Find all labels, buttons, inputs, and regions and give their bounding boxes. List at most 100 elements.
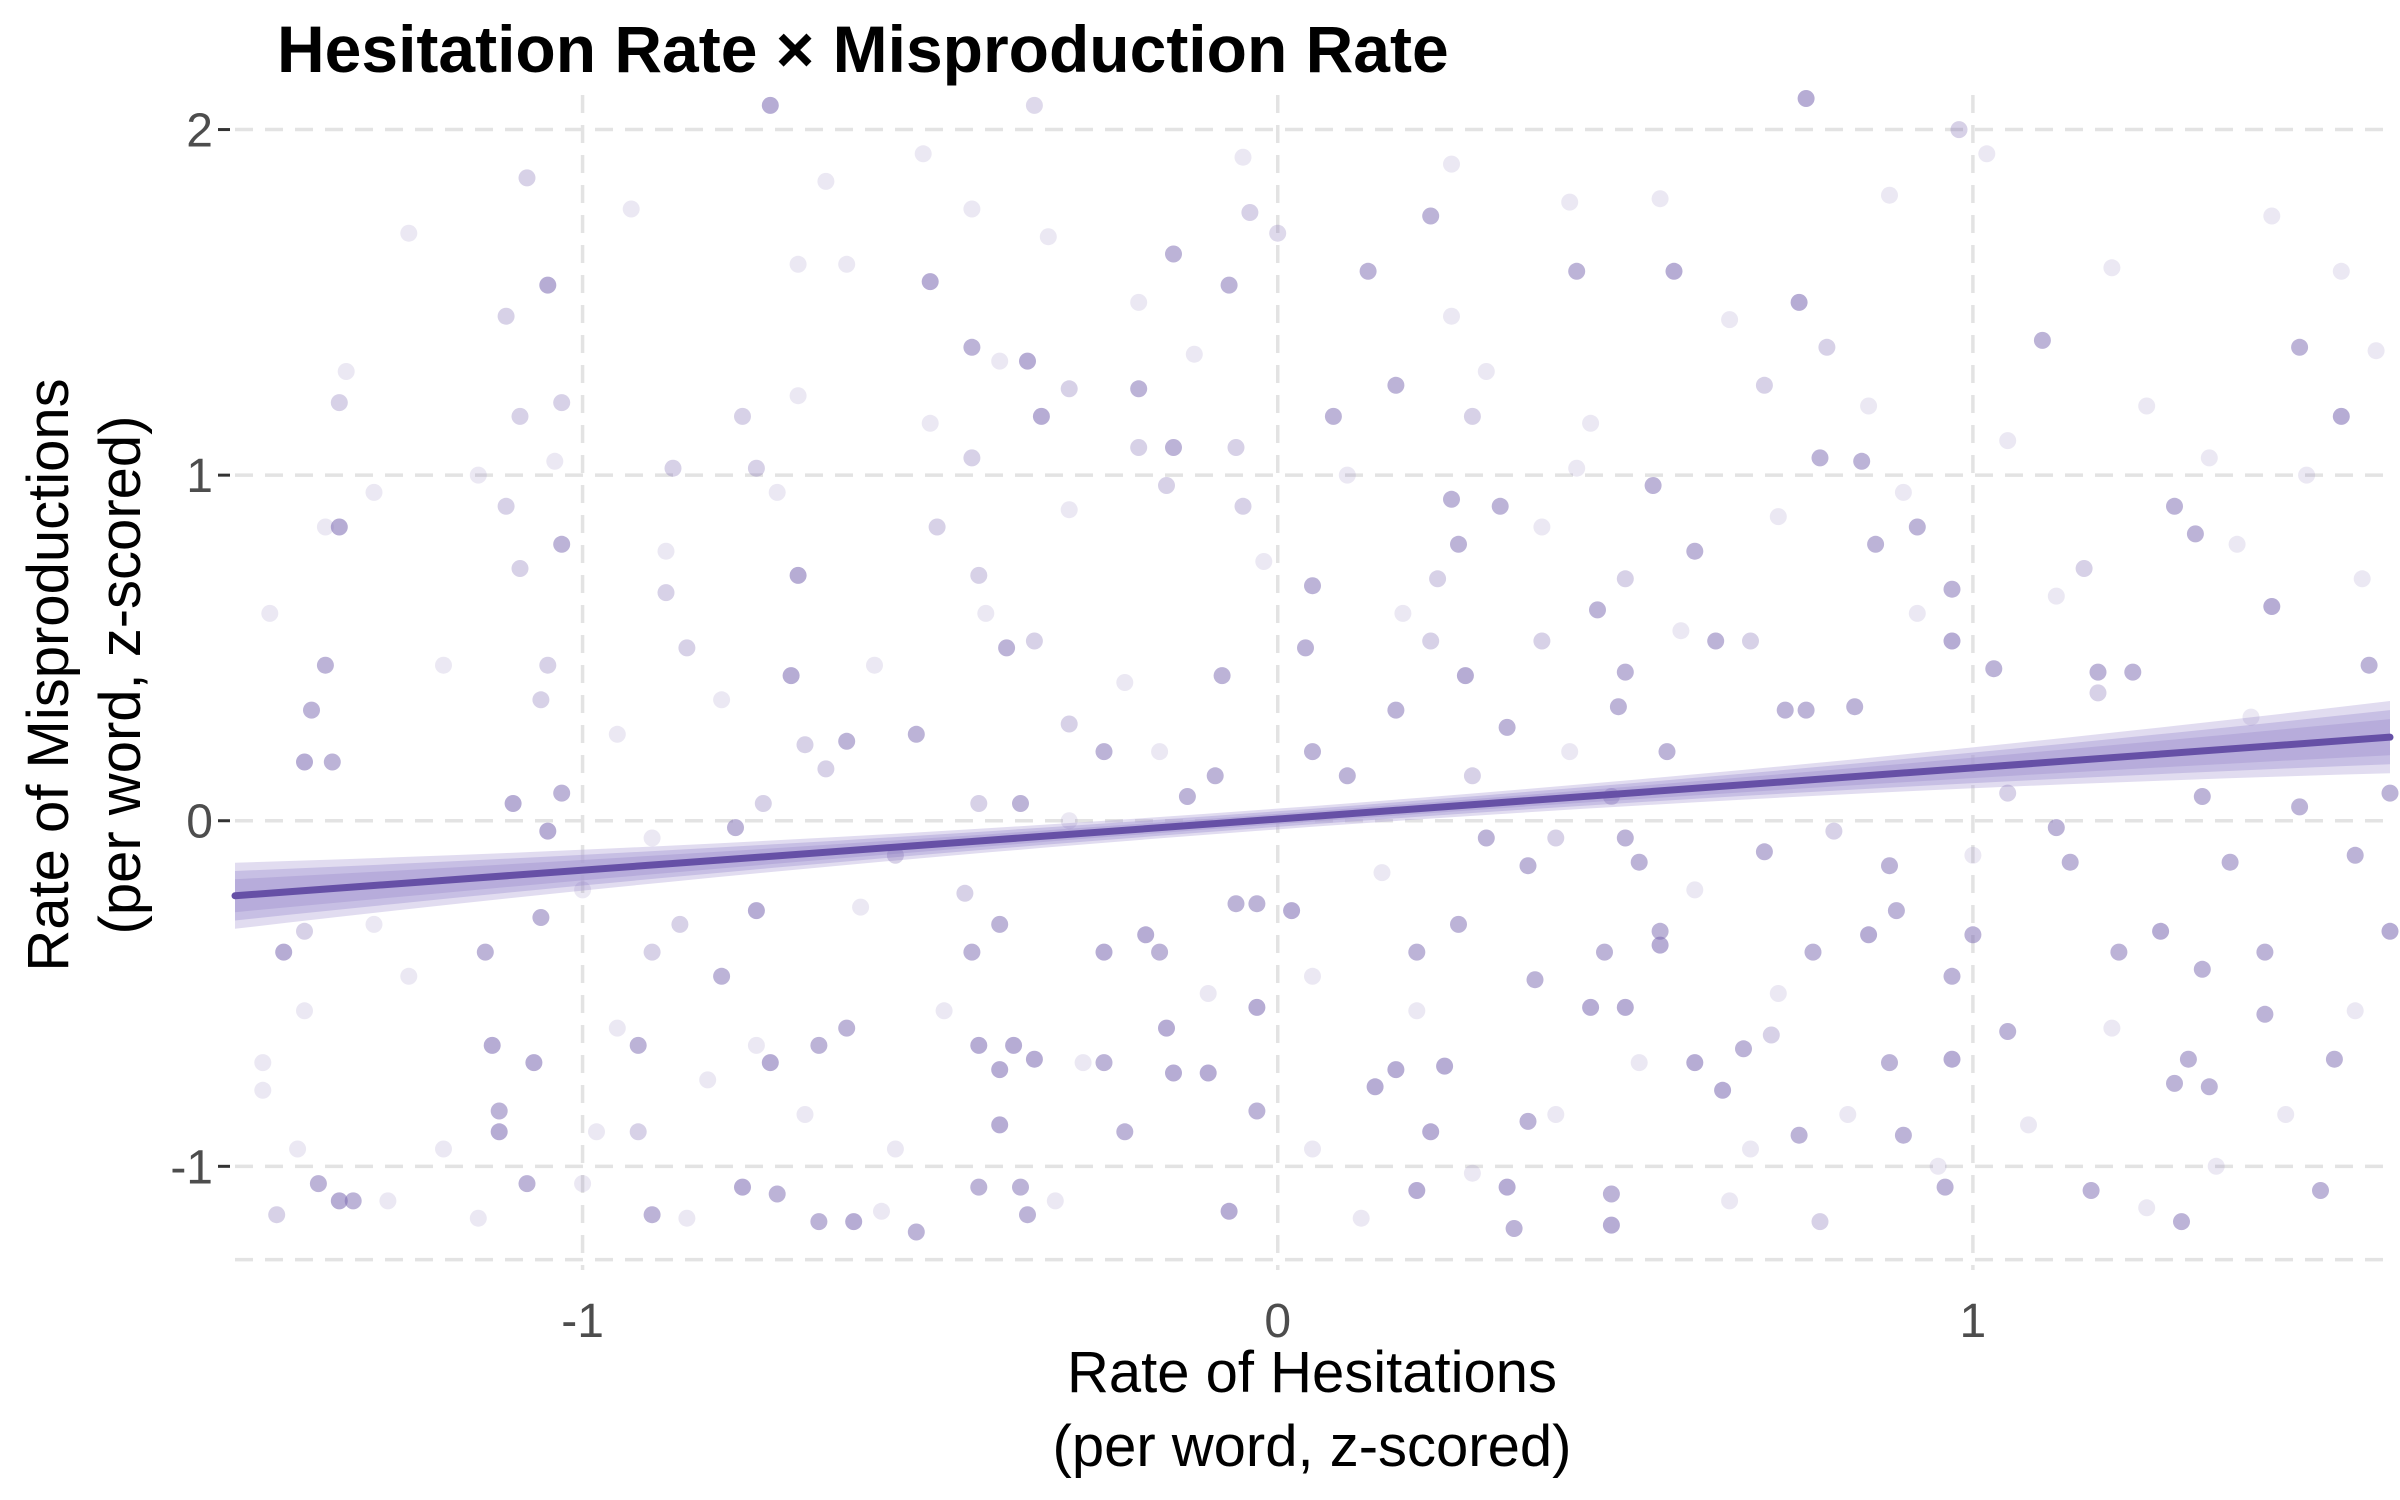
scatter-point [1248, 998, 1266, 1016]
scatter-point [1220, 1202, 1238, 1220]
y-axis-title: Rate of Misproductions (per word, z-scor… [16, 378, 153, 971]
scatter-point [1151, 743, 1169, 761]
scatter-point [789, 255, 807, 273]
scatter-point [2291, 798, 2309, 816]
scatter-point [1908, 604, 1926, 622]
scatter-point [768, 483, 786, 501]
scatter-point [1950, 121, 1968, 139]
scatter-point [1248, 895, 1266, 913]
scatter-point [1818, 338, 1836, 356]
scatter-point [553, 394, 571, 412]
scatter-point [643, 1206, 661, 1224]
scatter-point [2263, 207, 2281, 225]
scatter-point [2061, 853, 2079, 871]
scatter-point [921, 414, 939, 432]
scatter-point [365, 915, 383, 933]
scatter-point [316, 656, 334, 674]
scatter-point [2173, 1213, 2190, 1231]
scatter-point [2277, 1106, 2295, 1123]
scatter-point [866, 656, 883, 674]
scatter-point [796, 1106, 814, 1123]
scatter-point [289, 1140, 307, 1158]
scatter-point [657, 584, 675, 602]
scatter-point [1721, 1192, 1739, 1210]
scatter-point [518, 169, 536, 187]
scatter-point [1025, 632, 1043, 650]
scatter-point [1936, 1178, 1954, 1196]
scatter-point [1985, 660, 2003, 678]
scatter-point [1387, 701, 1405, 719]
scatter-point [483, 1036, 501, 1054]
scatter-point [747, 902, 765, 920]
scatter-point [1665, 262, 1683, 280]
scatter-point [977, 604, 995, 622]
y-tick-label: 0 [186, 796, 213, 849]
scatter-point [1019, 352, 1036, 370]
scatter-point [754, 795, 772, 812]
scatter-point [1366, 1078, 1384, 1096]
scatter-point [1095, 743, 1113, 761]
scatter-point [1477, 363, 1495, 380]
x-axis-title-line-2: (per word, z-scored) [1053, 1414, 1572, 1479]
scatter-point [1352, 1209, 1370, 1227]
scatter-point [914, 145, 932, 163]
scatter-point [838, 1019, 856, 1037]
scatter-point [608, 725, 626, 743]
scatter-point [1165, 439, 1182, 456]
scatter-point [734, 1178, 751, 1196]
scatter-point [1943, 1050, 1961, 1068]
scatter-point [1241, 204, 1259, 221]
scatter-point [1422, 632, 1440, 650]
scatter-point [2360, 656, 2378, 674]
scatter-point [1894, 1126, 1912, 1144]
scatter-point [963, 200, 981, 218]
scatter-point [1304, 967, 1321, 985]
scatter-point [1582, 998, 1600, 1016]
scatter-point [1964, 926, 1982, 944]
scatter-point [761, 1054, 779, 1072]
scatter-point [400, 224, 418, 242]
scatter-point [1811, 449, 1829, 467]
scatter-point [2103, 1019, 2121, 1037]
scatter-point [2103, 259, 2121, 277]
scatter-point [2089, 663, 2107, 681]
scatter-point [1130, 439, 1148, 456]
scatter-point [1526, 971, 1544, 989]
scatter-point [1025, 96, 1043, 114]
scatter-point [2033, 331, 2051, 349]
y-tick-label: -1 [170, 1141, 213, 1194]
scatter-point [2228, 535, 2246, 553]
scatter-point [678, 639, 696, 657]
scatter-point [1811, 1213, 1829, 1231]
scatter-point [935, 1002, 953, 1020]
scatter-point [497, 307, 515, 325]
scatter-point [1860, 397, 1878, 415]
scatter-point [574, 1175, 592, 1193]
y-axis-title-line-1: Rate of Misproductions [16, 378, 81, 971]
scatter-point [476, 943, 494, 961]
scatter-point [789, 387, 807, 405]
scatter-point [886, 846, 904, 864]
scatter-point [1561, 743, 1579, 761]
scatter-point [817, 760, 835, 778]
scatter-point [810, 1036, 828, 1054]
scatter-point [747, 459, 765, 477]
scatter-point [789, 566, 807, 584]
scatter-point [1769, 508, 1787, 526]
scatter-point [1999, 432, 2017, 450]
scatter-point [2138, 1199, 2156, 1217]
scatter-point [1095, 943, 1113, 961]
scatter-point [1978, 145, 1996, 163]
scatter-point [539, 656, 557, 674]
scatter-point [1450, 915, 1467, 933]
scatter-point [1790, 1126, 1808, 1144]
scatter-point [1616, 829, 1634, 847]
scatter-point [553, 535, 571, 553]
scatter-point [1234, 497, 1252, 515]
scatter-point [678, 1209, 696, 1227]
scatter-point [1776, 701, 1794, 719]
scatter-point [713, 967, 731, 985]
scatter-point [1609, 698, 1627, 716]
scatter-point [1825, 822, 1843, 840]
scatter-point [1199, 985, 1217, 1002]
